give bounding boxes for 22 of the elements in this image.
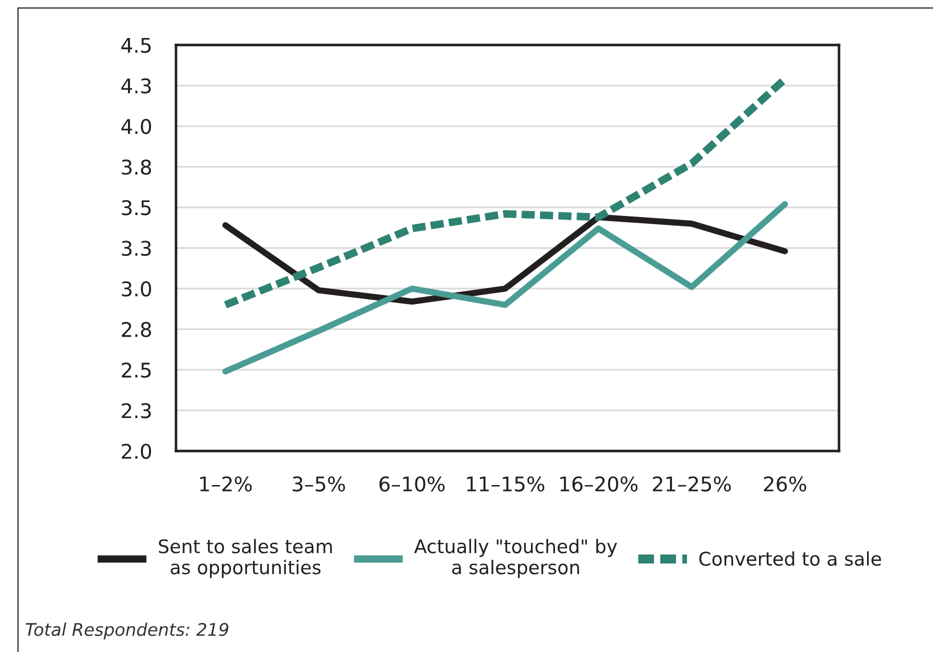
x-tick-label: 6–10%: [380, 476, 445, 492]
x-tick-label: 1–2%: [200, 476, 252, 492]
y-tick-label: 3.3: [122, 240, 151, 256]
y-tick-label: 3.0: [122, 281, 152, 297]
legend-label: Sent to sales team as opportunities: [158, 538, 332, 578]
text: Total Respondents: 219: [26, 622, 228, 640]
x-tick-label: 11–15%: [467, 476, 544, 492]
y-tick-label: 3.5: [122, 200, 151, 216]
y-tick-label: 4.0: [121, 118, 152, 134]
x-tick-label: 26%: [764, 476, 806, 492]
y-tick-label: 2.0: [122, 444, 152, 459]
y-tick-label: 2.8: [122, 322, 152, 338]
legend-label: Converted to a sale: [699, 551, 882, 566]
legend-label: Actually "touched" by a salesperson: [414, 538, 618, 578]
x-tick-label: 3–5%: [292, 476, 345, 492]
x-tick-label: 16–20%: [560, 476, 638, 492]
y-tick-label: 3.8: [122, 160, 152, 175]
y-tick-label: 2.5: [122, 362, 151, 378]
y-tick-label: 2.3: [122, 403, 151, 418]
x-tick-label: 21–25%: [652, 476, 731, 492]
y-tick-label: 4.3: [121, 78, 151, 94]
y-tick-label: 4.5: [121, 38, 151, 53]
